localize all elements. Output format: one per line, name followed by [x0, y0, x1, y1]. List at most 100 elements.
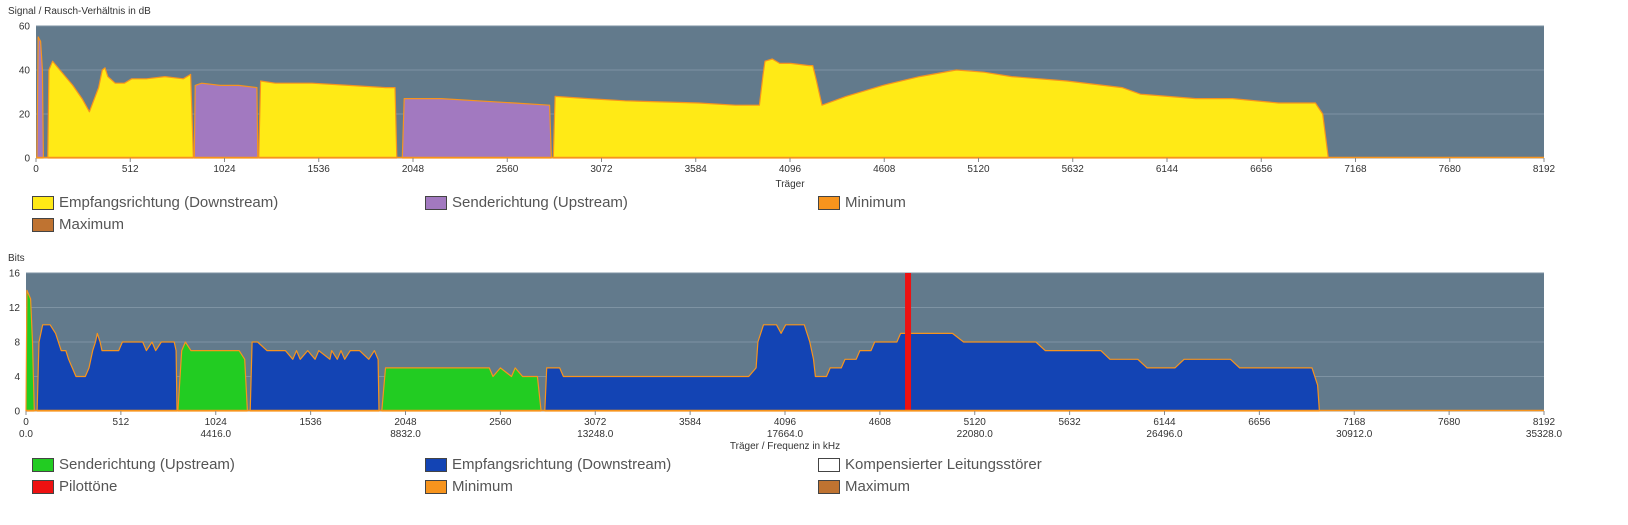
legend-label: Empfangsrichtung (Downstream): [59, 194, 279, 211]
x-tick-label: 3584: [685, 164, 708, 175]
x-tick-label: 2560: [496, 164, 519, 175]
legend-swatch: [818, 479, 840, 494]
x-tick-label: 7680: [1438, 417, 1461, 428]
x-tick-label: 512: [113, 417, 130, 428]
x-tick-label: 2048: [402, 164, 425, 175]
x-tick-label: 0: [23, 417, 29, 428]
x-tick-label: 8192: [1533, 164, 1556, 175]
y-tick-label: 0: [14, 407, 20, 418]
x-frequency-label: 4416.0: [200, 429, 231, 440]
legend-swatch: [425, 195, 447, 210]
series-area-a: [258, 80, 398, 159]
x-tick-label: 512: [122, 164, 139, 175]
series-area-b: [544, 324, 1321, 412]
x-frequency-label: 22080.0: [957, 429, 994, 440]
x-tick-label: 5632: [1062, 164, 1085, 175]
x-tick-label: 6144: [1156, 164, 1179, 175]
legend-label: Kompensierter Leitungsstörer: [845, 456, 1042, 473]
x-frequency-label: 0.0: [19, 429, 33, 440]
x-tick-label: 5120: [964, 417, 987, 428]
x-tick-label: 1536: [308, 164, 331, 175]
legend-swatch: [32, 217, 54, 232]
x-tick-label: 7168: [1344, 164, 1367, 175]
legend-item: Empfangsrichtung (Downstream): [32, 193, 425, 212]
legend-label: Senderichtung (Upstream): [452, 194, 628, 211]
legend-item: Senderichtung (Upstream): [425, 193, 818, 212]
legend-swatch: [425, 479, 447, 494]
series-area-a: [552, 58, 1329, 159]
y-tick-label: 0: [24, 154, 30, 165]
x-frequency-label: 26496.0: [1146, 429, 1183, 440]
x-tick-label: 7168: [1343, 417, 1366, 428]
x-tick-label: 2560: [489, 417, 512, 428]
bits-legend: Senderichtung (Upstream) Empfangsrichtung…: [32, 455, 1212, 496]
x-tick-label: 6656: [1250, 164, 1273, 175]
chart1-ylabel: Signal / Rausch-Verhältnis in dB: [8, 6, 151, 17]
x-tick-label: 6144: [1153, 417, 1176, 428]
x-tick-label: 4608: [873, 164, 896, 175]
x-tick-label: 5120: [967, 164, 990, 175]
y-tick-label: 12: [9, 303, 21, 314]
x-frequency-label: 30912.0: [1336, 429, 1373, 440]
snr-chart: 0 20 40 60 0 512 1024 1536 2048 2560 3072 3584 4096 4…: [19, 22, 1556, 191]
x-tick-label: 1536: [300, 417, 323, 428]
legend-item: Kompensierter Leitungsstörer: [818, 455, 1211, 474]
x-tick-label: 8192: [1533, 417, 1556, 428]
y-tick-label: 20: [19, 110, 31, 121]
bits-chart: 0 4 8 12 16 0 512 1024 1536 2048 2560 3072 3584 4096 4…: [9, 269, 1563, 453]
pilot-tone-marker: [905, 273, 912, 411]
legend-swatch: [818, 457, 840, 472]
x-tick-label: 1024: [205, 417, 228, 428]
y-tick-label: 4: [14, 372, 20, 383]
x-axis-label: Träger / Frequenz in kHz: [730, 441, 840, 452]
x-frequency-label: 13248.0: [577, 429, 614, 440]
chart2-ylabel: Bits: [8, 253, 25, 264]
x-tick-label: 3584: [679, 417, 702, 428]
x-tick-label: 7680: [1439, 164, 1462, 175]
legend-item: Empfangsrichtung (Downstream): [425, 455, 818, 474]
x-tick-label: 1024: [213, 164, 236, 175]
y-tick-label: 40: [19, 66, 31, 77]
x-tick-label: 3072: [590, 164, 613, 175]
series-area-a: [177, 341, 248, 412]
legend-swatch: [32, 195, 54, 210]
legend-label: Minimum: [452, 478, 513, 495]
legend-item: Senderichtung (Upstream): [32, 455, 425, 474]
legend-label: Maximum: [845, 478, 911, 495]
y-tick-label: 8: [14, 338, 20, 349]
legend-item: Pilottöne: [32, 477, 425, 496]
x-frequency-label: 8832.0: [390, 429, 421, 440]
x-tick-label: 2048: [394, 417, 417, 428]
legend-label: Pilottöne: [59, 478, 118, 495]
x-frequency-label: 35328.0: [1526, 429, 1563, 440]
x-tick-label: 6656: [1248, 417, 1271, 428]
legend-label: Senderichtung (Upstream): [59, 456, 235, 473]
series-area-b: [36, 324, 178, 412]
snr-legend: Empfangsrichtung (Downstream) Senderichtu…: [32, 193, 1212, 234]
legend-swatch: [818, 195, 840, 210]
series-area-b: [249, 341, 380, 412]
x-tick-label: 5632: [1059, 417, 1082, 428]
legend-label: Maximum: [59, 216, 125, 233]
series-area-a: [381, 367, 542, 412]
series-area-b: [401, 97, 553, 159]
y-tick-label: 16: [9, 269, 21, 280]
series-area-b: [193, 82, 259, 159]
legend-swatch: [425, 457, 447, 472]
legend-swatch: [32, 479, 54, 494]
x-tick-label: 3072: [584, 417, 607, 428]
x-frequency-label: 17664.0: [767, 429, 804, 440]
legend-label: Empfangsrichtung (Downstream): [452, 456, 672, 473]
legend-item: Minimum: [818, 193, 1211, 212]
legend-label: Minimum: [845, 194, 906, 211]
x-axis-label: Träger: [775, 179, 805, 190]
legend-item: Minimum: [425, 477, 818, 496]
legend-swatch: [32, 457, 54, 472]
series-area-a: [47, 60, 194, 159]
legend-item: Maximum: [818, 477, 1211, 496]
legend-item: Maximum: [32, 215, 425, 234]
x-tick-label: 4608: [869, 417, 892, 428]
x-tick-label: 4096: [779, 164, 802, 175]
y-tick-label: 60: [19, 22, 31, 33]
x-tick-label: 0: [33, 164, 39, 175]
